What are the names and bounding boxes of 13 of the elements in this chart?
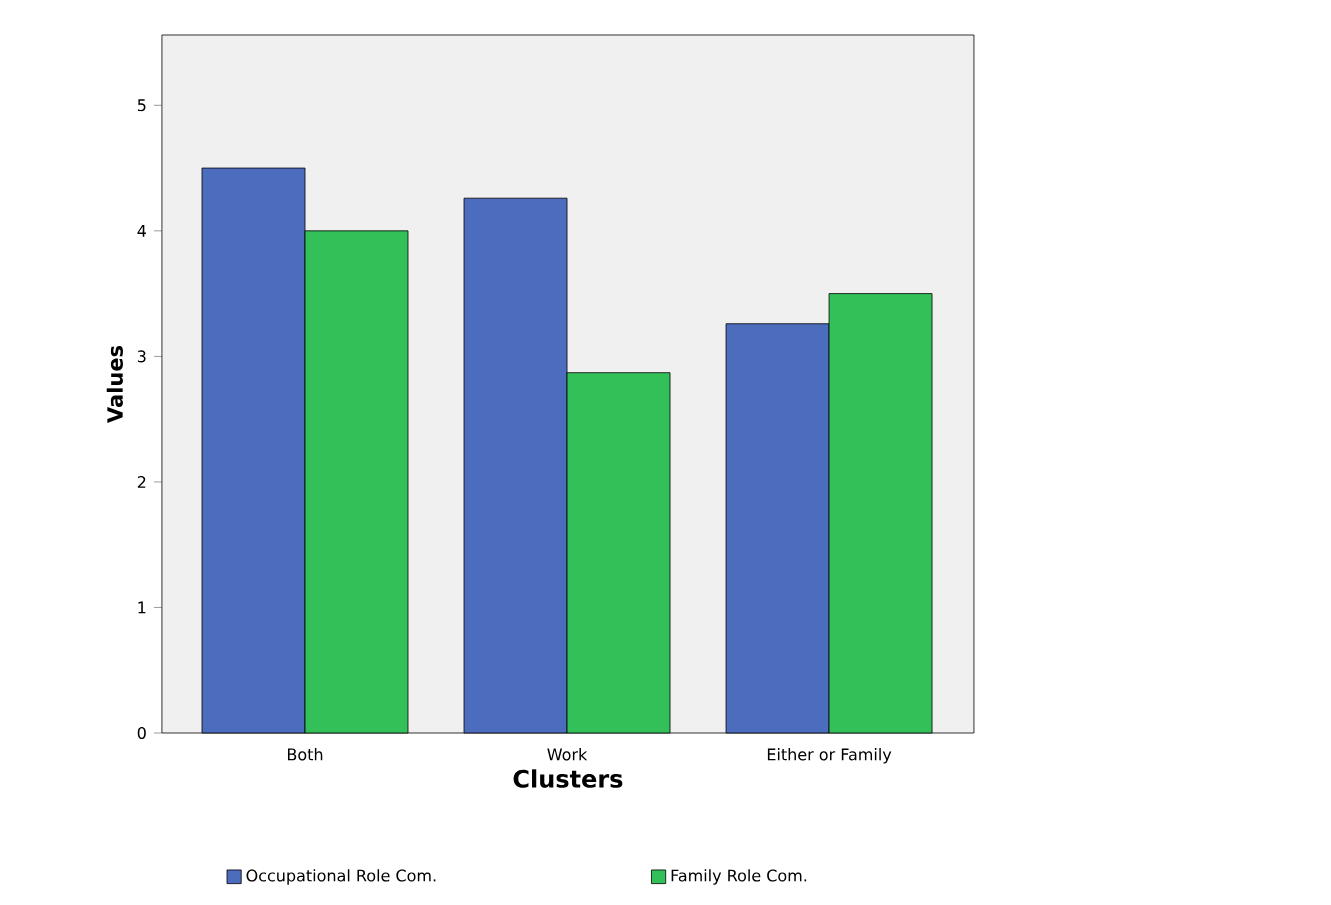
x-tick-label: Both	[287, 748, 323, 761]
legend-label: Occupational Role Com.	[246, 869, 436, 885]
x-tick-label: Either or Family	[767, 748, 892, 764]
y-axis-title: Values	[106, 345, 123, 423]
x-tick-label: Work	[547, 748, 588, 761]
y-tick-label: 0	[137, 726, 146, 740]
y-tick-label: 1	[138, 601, 146, 614]
y-tick-label: 5	[137, 99, 146, 112]
y-tick-label: 2	[137, 475, 146, 488]
x-axis-title: Clusters	[513, 769, 623, 788]
y-tick-label: 3	[137, 350, 146, 363]
legend-label: Family Role Com.	[671, 869, 807, 885]
y-tick-label: 4	[137, 225, 146, 237]
